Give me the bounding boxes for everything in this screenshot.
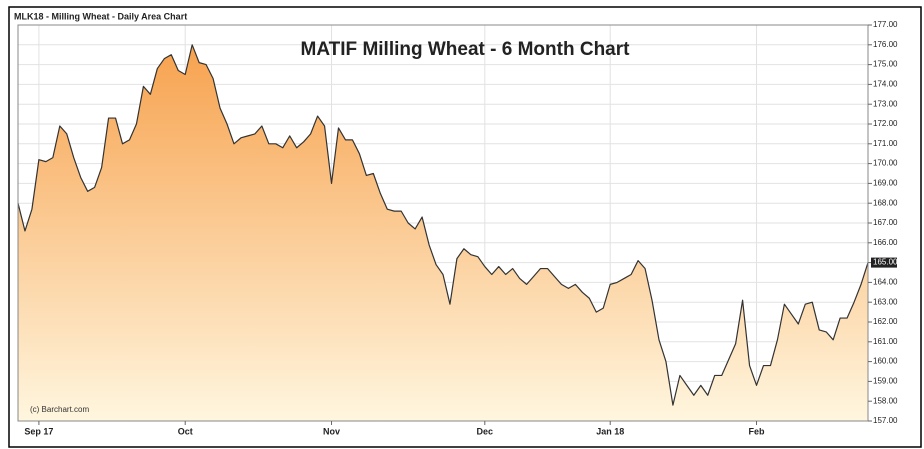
x-tick-label: Jan 18 (596, 426, 624, 436)
y-tick-label: 160.00 (873, 357, 898, 366)
y-tick-label: 167.00 (873, 218, 898, 227)
x-tick-label: Dec (477, 426, 494, 436)
area-fill (18, 44, 868, 422)
y-tick-label: 158.00 (873, 396, 898, 405)
y-tick-label: 165.00 (873, 258, 898, 267)
y-tick-label: 171.00 (873, 139, 898, 148)
x-tick-label: Oct (178, 426, 193, 436)
y-tick-label: 170.00 (873, 159, 898, 168)
y-tick-label: 159.00 (873, 377, 898, 386)
x-tick-label: Nov (323, 426, 340, 436)
y-tick-label: 172.00 (873, 119, 898, 128)
y-tick-label: 174.00 (873, 80, 898, 89)
y-tick-label: 168.00 (873, 198, 898, 207)
x-tick-label: Sep 17 (24, 426, 53, 436)
y-tick-label: 169.00 (873, 179, 898, 188)
x-tick-label: Feb (749, 426, 766, 436)
last-value-box (871, 257, 897, 268)
y-tick-label: 166.00 (873, 238, 898, 247)
credit: (c) Barchart.com (30, 405, 89, 414)
area-line (17, 44, 869, 406)
y-tick-label: 175.00 (873, 60, 898, 69)
y-tick-label: 176.00 (873, 40, 898, 49)
y-tick-label: 177.00 (873, 20, 898, 29)
chart-title: MATIF Milling Wheat - 6 Month Chart (301, 39, 631, 60)
y-tick-label: 164.00 (873, 278, 898, 287)
y-tick-label: 162.00 (873, 317, 898, 326)
header: MLK18 - Milling Wheat - Daily Area Chart (14, 11, 187, 21)
y-tick-label: 157.00 (873, 416, 898, 425)
y-tick-label: 163.00 (873, 297, 898, 306)
y-tick-label: 161.00 (873, 337, 898, 346)
y-tick-label: 173.00 (873, 99, 898, 108)
